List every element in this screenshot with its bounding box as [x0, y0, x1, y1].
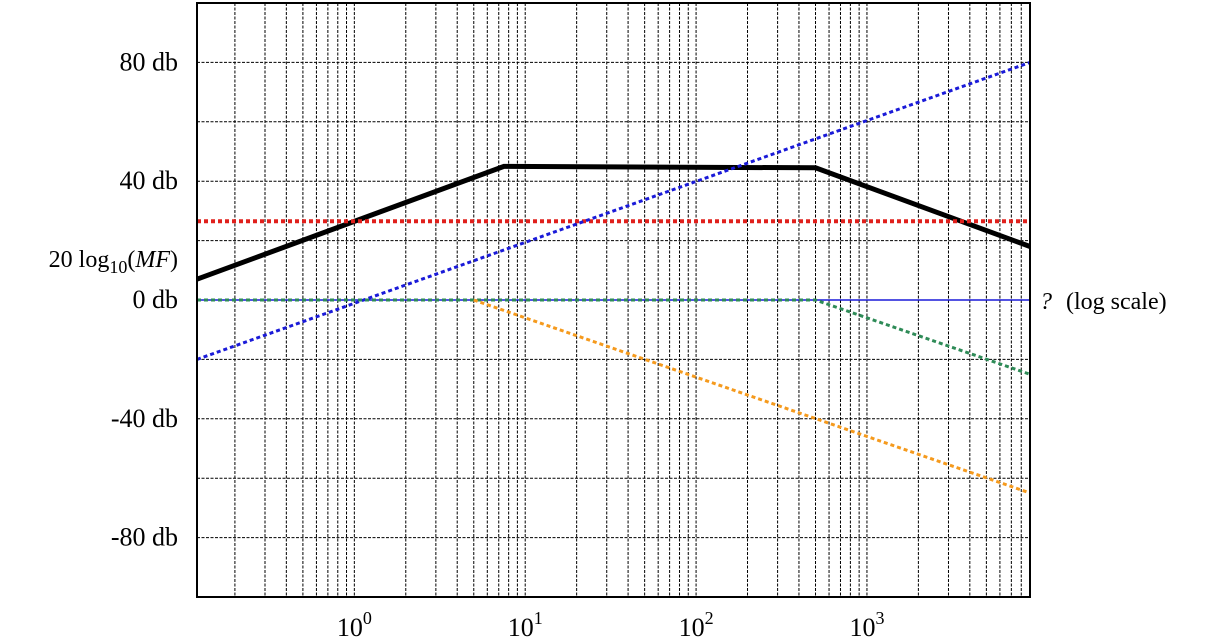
y-axis-label: 20 log10(MF) — [49, 247, 178, 277]
x-tick-label: 102 — [679, 608, 714, 642]
y-tick-label: 0 db — [133, 285, 179, 314]
y-tick-label: 80 db — [120, 47, 179, 76]
x-tick-label: 100 — [337, 608, 372, 642]
x-tick-label: 103 — [849, 608, 884, 642]
series-line-1 — [196, 163, 1031, 282]
series-line-6 — [473, 298, 1031, 495]
x-tick-label: 101 — [508, 608, 543, 642]
plot-frame — [196, 2, 1031, 598]
y-tick-label: -80 db — [111, 523, 178, 552]
series-line-5 — [197, 298, 1031, 376]
series-layer — [196, 60, 1031, 495]
x-axis-label: ? (log scale) — [1040, 289, 1167, 315]
y-tick-label: -40 db — [111, 404, 178, 433]
x-tick-labels: 100 101 102 103 — [337, 608, 885, 642]
y-tick-labels: 80 db 40 db 0 db -40 db -80 db — [111, 47, 178, 551]
series-line-3 — [196, 60, 1031, 361]
y-tick-label: 40 db — [120, 166, 179, 195]
